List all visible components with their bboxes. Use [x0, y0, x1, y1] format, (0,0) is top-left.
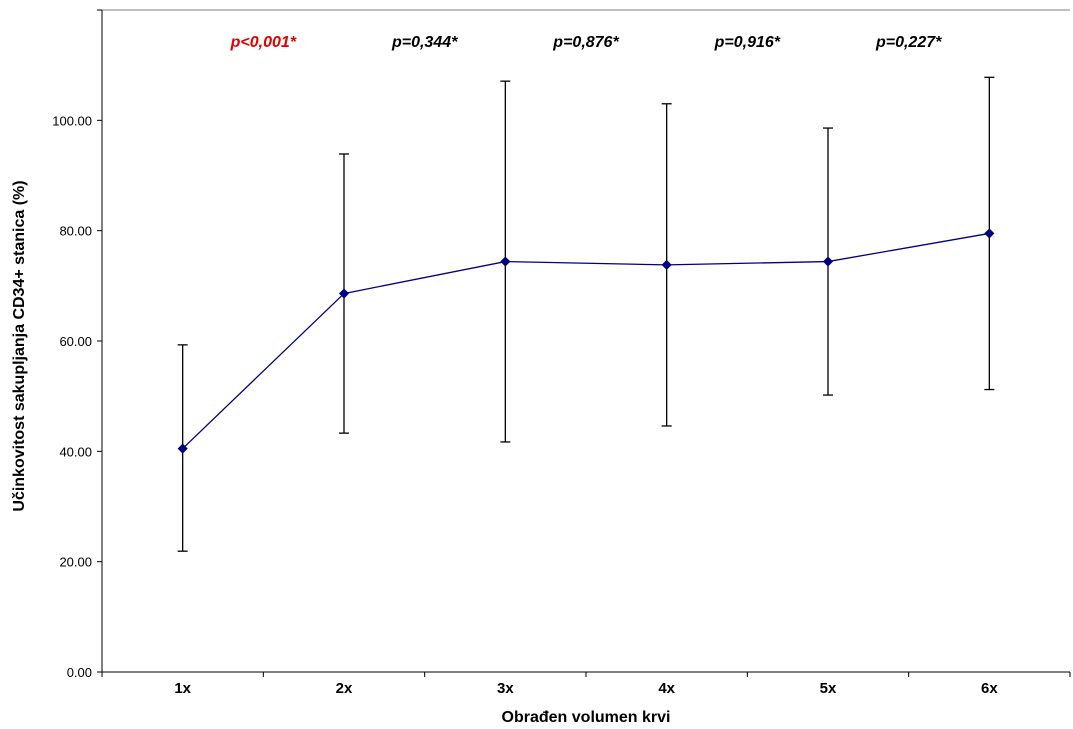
p-value-annotation: p=0,344*	[391, 34, 458, 51]
p-value-annotation: p=0,227*	[875, 34, 942, 51]
x-axis-title: Obrađen volumen krvi	[502, 709, 671, 726]
y-tick-label: 80.00	[59, 224, 92, 239]
y-tick-label: 20.00	[59, 555, 92, 570]
y-tick-label: 100.00	[52, 113, 92, 128]
data-point	[661, 259, 672, 270]
data-point	[338, 288, 350, 299]
data-point	[500, 256, 511, 267]
x-tick-label: 4x	[658, 680, 675, 697]
x-tick-label: 5x	[820, 680, 837, 697]
x-tick-label: 2x	[336, 680, 353, 697]
p-value-annotation: p<0,001*	[230, 34, 297, 51]
data-point	[822, 256, 834, 267]
x-tick-label: 1x	[174, 680, 191, 697]
p-value-annotation: p=0,876*	[552, 34, 619, 51]
data-point	[984, 228, 995, 239]
y-tick-label: 40.00	[59, 444, 92, 459]
data-point	[177, 443, 188, 454]
p-value-annotation: p=0,916*	[714, 34, 781, 51]
series-line	[182, 232, 990, 450]
x-tick-label: 3x	[497, 680, 514, 697]
y-tick-label: 0.00	[67, 665, 92, 680]
x-tick-label: 6x	[981, 680, 998, 697]
y-axis-title: Učinkovitost sakupljanja CD34+ stanica (…	[11, 180, 28, 511]
y-tick-label: 60.00	[59, 334, 92, 349]
